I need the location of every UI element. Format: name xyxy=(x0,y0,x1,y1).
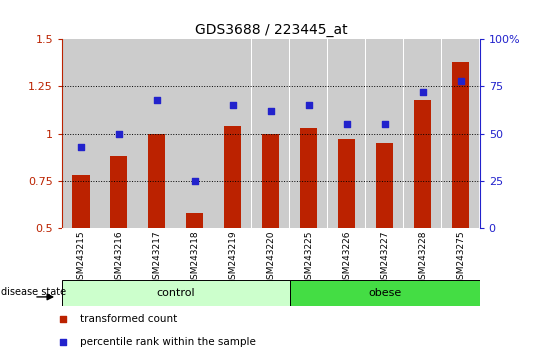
Bar xyxy=(376,143,393,228)
Text: GSM243217: GSM243217 xyxy=(153,231,161,285)
Point xyxy=(342,121,351,127)
Bar xyxy=(290,280,480,306)
Point xyxy=(59,316,67,322)
Bar xyxy=(215,39,252,228)
Text: obese: obese xyxy=(368,288,402,298)
Point xyxy=(381,121,389,127)
Bar xyxy=(63,39,100,228)
Bar xyxy=(186,213,203,228)
Bar xyxy=(262,133,279,228)
Bar xyxy=(404,39,441,228)
Bar xyxy=(62,280,290,306)
Point xyxy=(59,340,67,346)
Bar xyxy=(139,39,176,228)
Point xyxy=(266,108,275,114)
Point xyxy=(457,78,465,84)
Bar xyxy=(224,126,241,228)
Text: percentile rank within the sample: percentile rank within the sample xyxy=(80,337,256,348)
Text: GSM243220: GSM243220 xyxy=(266,231,275,285)
Point xyxy=(305,102,313,108)
Text: GSM243225: GSM243225 xyxy=(305,231,313,285)
Point xyxy=(418,89,427,95)
Text: GSM243215: GSM243215 xyxy=(77,231,86,285)
Text: GSM243226: GSM243226 xyxy=(342,231,351,285)
Bar xyxy=(338,139,355,228)
Bar xyxy=(300,128,317,228)
Text: GSM243275: GSM243275 xyxy=(456,231,465,285)
Bar xyxy=(100,39,137,228)
Point xyxy=(153,97,161,102)
Bar xyxy=(442,39,479,228)
Title: GDS3688 / 223445_at: GDS3688 / 223445_at xyxy=(195,23,347,36)
Text: control: control xyxy=(157,288,195,298)
Bar xyxy=(72,175,89,228)
Text: GSM243219: GSM243219 xyxy=(229,231,237,285)
Point xyxy=(77,144,85,150)
Text: disease state: disease state xyxy=(1,287,66,297)
Bar xyxy=(110,156,128,228)
Bar xyxy=(176,39,213,228)
Point xyxy=(115,131,123,136)
Bar xyxy=(148,133,165,228)
Bar xyxy=(252,39,289,228)
Point xyxy=(191,178,199,184)
Text: GSM243218: GSM243218 xyxy=(190,231,199,285)
Bar xyxy=(290,39,327,228)
Point xyxy=(229,102,237,108)
Bar xyxy=(366,39,403,228)
Bar xyxy=(414,99,431,228)
Text: GSM243227: GSM243227 xyxy=(381,231,389,285)
Text: GSM243216: GSM243216 xyxy=(114,231,123,285)
Bar xyxy=(452,62,469,228)
Text: GSM243228: GSM243228 xyxy=(418,231,427,285)
Bar xyxy=(328,39,365,228)
Text: transformed count: transformed count xyxy=(80,314,177,325)
